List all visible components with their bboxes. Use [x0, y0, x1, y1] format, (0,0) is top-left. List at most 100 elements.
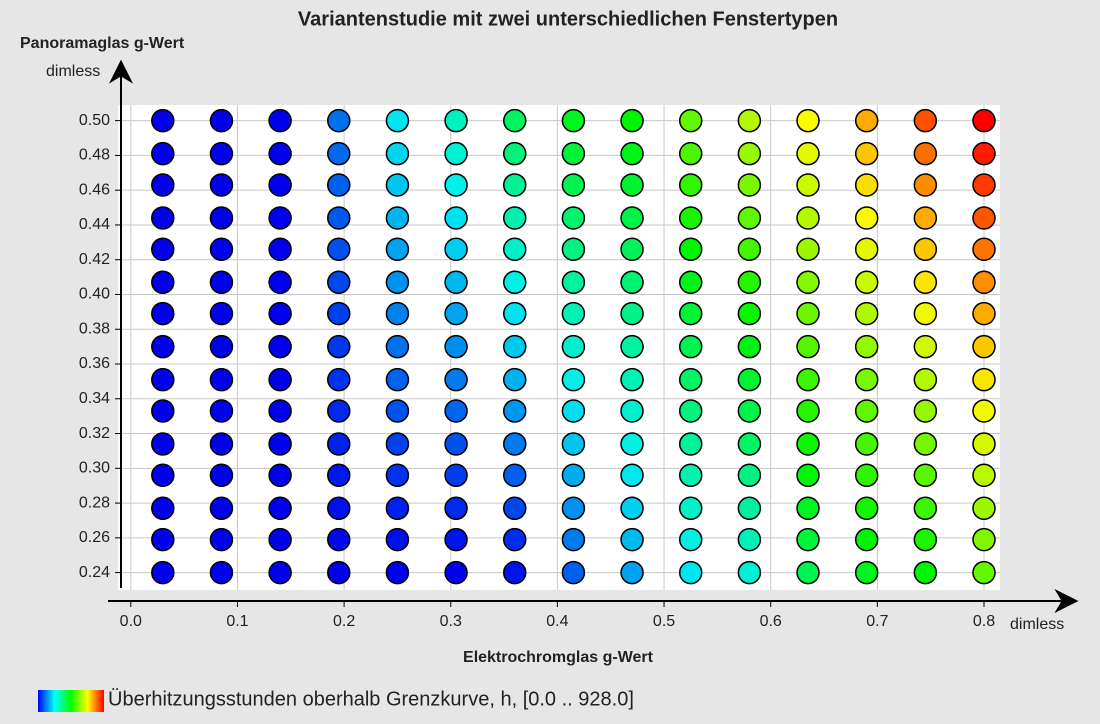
data-point — [796, 367, 820, 392]
data-point — [561, 237, 586, 262]
data-point — [502, 108, 527, 133]
data-point — [385, 367, 410, 392]
data-point — [972, 301, 996, 326]
x-tick-label: 0.6 — [760, 613, 782, 630]
data-point — [796, 237, 820, 262]
data-point — [620, 527, 644, 552]
data-point — [972, 496, 996, 521]
data-point — [678, 560, 703, 585]
data-point — [854, 527, 879, 552]
data-point — [327, 560, 351, 585]
data-point — [854, 496, 879, 521]
data-point — [678, 141, 703, 166]
data-point — [796, 560, 820, 585]
data-point — [502, 301, 527, 326]
data-point — [209, 334, 234, 359]
data-point — [385, 334, 410, 359]
data-point — [151, 527, 175, 552]
data-point — [854, 560, 879, 585]
data-point — [913, 334, 938, 359]
data-point — [268, 367, 292, 392]
data-point — [561, 141, 586, 166]
data-point — [327, 206, 351, 230]
data-point — [678, 463, 703, 488]
data-point — [151, 399, 175, 423]
data-point — [209, 367, 234, 392]
data-point — [620, 367, 644, 392]
data-point — [268, 463, 292, 488]
data-point — [972, 527, 996, 552]
data-point — [796, 173, 820, 197]
data-point — [620, 237, 644, 262]
data-point — [796, 334, 820, 359]
data-point — [620, 206, 644, 230]
data-point — [151, 270, 175, 295]
data-point — [151, 367, 175, 392]
data-point — [972, 399, 996, 423]
data-point — [796, 399, 820, 423]
data-point — [737, 367, 762, 392]
data-point — [502, 237, 527, 262]
data-point — [561, 206, 586, 230]
data-point — [620, 399, 644, 423]
data-point — [268, 108, 292, 133]
data-point — [502, 399, 527, 423]
data-point — [209, 270, 234, 295]
data-point — [796, 463, 820, 488]
data-point — [796, 108, 820, 133]
data-point — [385, 399, 410, 423]
data-point — [151, 432, 175, 456]
data-point — [620, 560, 644, 585]
data-point — [268, 173, 292, 197]
data-point — [913, 206, 938, 230]
data-point — [561, 496, 586, 521]
data-point — [854, 463, 879, 488]
data-point — [268, 399, 292, 423]
data-point — [737, 270, 762, 295]
x-tick-label: 0.0 — [120, 613, 142, 630]
data-point — [972, 206, 996, 230]
data-point — [913, 173, 938, 197]
data-point — [268, 141, 292, 166]
data-point — [502, 141, 527, 166]
data-point — [737, 173, 762, 197]
data-point — [209, 173, 234, 197]
data-point — [268, 432, 292, 456]
x-tick-label: 0.5 — [653, 613, 675, 630]
data-point — [561, 334, 586, 359]
data-point — [268, 496, 292, 521]
data-point — [151, 141, 175, 166]
data-point — [209, 432, 234, 456]
y-tick-label: 0.40 — [79, 286, 110, 303]
y-axis-unit: dimless — [46, 63, 100, 80]
data-point — [796, 206, 820, 230]
data-point — [913, 399, 938, 423]
data-point — [972, 173, 996, 197]
data-point — [854, 108, 879, 133]
data-point — [444, 237, 468, 262]
x-axis-label: Elektrochromglas g-Wert — [463, 649, 654, 666]
data-point — [327, 496, 351, 521]
data-point — [678, 432, 703, 456]
data-point — [385, 206, 410, 230]
data-point — [737, 334, 762, 359]
data-point — [502, 527, 527, 552]
data-point — [209, 560, 234, 585]
data-point — [385, 237, 410, 262]
data-point — [913, 108, 938, 133]
data-point — [678, 173, 703, 197]
data-point — [972, 334, 996, 359]
colorbar — [38, 690, 104, 712]
data-point — [913, 527, 938, 552]
data-point — [972, 463, 996, 488]
data-point — [561, 399, 586, 423]
data-point — [972, 560, 996, 585]
data-point — [444, 432, 468, 456]
y-tick-label: 0.34 — [79, 390, 110, 407]
data-point — [151, 560, 175, 585]
data-point — [444, 206, 468, 230]
data-point — [502, 560, 527, 585]
plot-area — [118, 105, 1000, 590]
data-point — [561, 270, 586, 295]
data-point — [385, 173, 410, 197]
